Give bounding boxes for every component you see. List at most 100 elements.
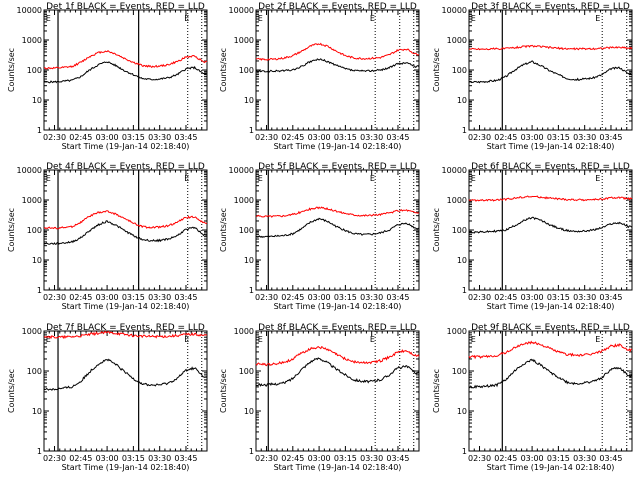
event-marker-label: E	[258, 335, 263, 344]
x-tick-label: 03:30	[573, 293, 596, 302]
axes-frame	[43, 330, 208, 452]
series-line-lld	[255, 345, 420, 367]
y-tick-label: 10000	[17, 6, 42, 15]
axes-frame	[255, 169, 420, 291]
y-tick-label: 10000	[229, 166, 254, 175]
y-tick-label: 1	[462, 286, 467, 295]
event-marker-label: E	[370, 14, 375, 23]
panel-det-5: Det 5f BLACK = Events, RED = LLD 1 10 100 10…	[219, 162, 420, 311]
panel-det-3: Det 3f BLACK = Events, RED = LLD 1 10 100 10…	[432, 2, 633, 151]
y-tick-label: 1	[37, 286, 42, 295]
y-tick-label: 10000	[229, 6, 254, 15]
x-tick-label: 03:00	[308, 454, 331, 463]
x-tick-label: 03:45	[599, 293, 622, 302]
series-line-lld	[468, 44, 633, 51]
y-tick-label: 100	[27, 226, 42, 235]
x-tick-label: 02:30	[468, 133, 491, 142]
x-tick-label: 03:00	[521, 133, 544, 142]
x-tick-label: 02:45	[281, 293, 304, 302]
y-tick-label: 1	[462, 126, 467, 135]
x-tick-label: 03:30	[148, 293, 171, 302]
panel-title: Det 2f BLACK = Events, RED = LLD	[258, 2, 417, 12]
x-tick-label: 03:30	[573, 133, 596, 142]
y-tick-label: 10	[244, 407, 254, 416]
x-axis-label: Start Time (19-Jan-14 02:18:40)	[274, 463, 402, 472]
x-tick-label: 03:30	[360, 133, 383, 142]
panel-det-6: Det 6f BLACK = Events, RED = LLD 1 10 100 10…	[432, 162, 633, 311]
x-tick-label: 03:00	[96, 293, 119, 302]
x-tick-label: 03:00	[96, 133, 119, 142]
y-tick-label: 100	[452, 66, 467, 75]
y-tick-label: 10	[457, 256, 467, 265]
x-tick-label: 03:15	[334, 133, 357, 142]
x-tick-label: 03:15	[547, 133, 570, 142]
y-tick-label: 10000	[17, 166, 42, 175]
x-tick-label: 03:45	[174, 293, 197, 302]
y-tick-label: 10	[244, 96, 254, 105]
axes-frame	[255, 9, 420, 131]
x-tick-label: 02:45	[494, 454, 517, 463]
event-marker-label: E	[258, 14, 263, 23]
event-marker-label: E	[595, 174, 600, 183]
y-tick-label: 1000	[234, 327, 254, 336]
x-tick-label: 02:45	[69, 454, 92, 463]
event-marker-label: E	[595, 14, 600, 23]
y-tick-label: 1	[462, 447, 467, 456]
y-tick-label: 1	[37, 447, 42, 456]
axes-frame	[468, 9, 633, 131]
y-tick-label: 100	[452, 367, 467, 376]
y-axis-label: Counts/sec	[7, 208, 16, 252]
x-tick-label: 02:45	[281, 454, 304, 463]
x-tick-label: 03:45	[599, 454, 622, 463]
y-tick-label: 10000	[442, 166, 467, 175]
panel-det-1: Det 1f BLACK = Events, RED = LLD 1 10 100 10…	[7, 2, 208, 151]
series-line-events	[468, 216, 633, 234]
x-tick-label: 02:30	[255, 293, 278, 302]
event-marker-label: E	[184, 174, 189, 183]
event-marker-label: E	[471, 174, 476, 183]
series-line-events	[468, 358, 633, 389]
y-tick-label: 1	[37, 126, 42, 135]
y-axis-label: Counts/sec	[432, 48, 441, 92]
y-tick-label: 1000	[22, 196, 42, 205]
x-tick-label: 03:15	[334, 293, 357, 302]
x-tick-label: 03:00	[308, 293, 331, 302]
x-tick-label: 03:15	[547, 293, 570, 302]
series-line-lld	[468, 340, 633, 360]
x-axis-label: Start Time (19-Jan-14 02:18:40)	[274, 142, 402, 151]
y-tick-label: 1000	[447, 36, 467, 45]
series-line-lld	[255, 42, 420, 61]
y-tick-label: 100	[239, 226, 254, 235]
y-tick-label: 10000	[442, 6, 467, 15]
y-axis-label: Counts/sec	[219, 369, 228, 413]
y-tick-label: 1	[249, 447, 254, 456]
x-axis-label: Start Time (19-Jan-14 02:18:40)	[62, 302, 190, 311]
x-tick-label: 02:30	[468, 454, 491, 463]
x-tick-label: 02:30	[255, 133, 278, 142]
axes-frame	[468, 169, 633, 291]
panel-det-8: Det 8f BLACK = Events, RED = LLD 1 10 100 10…	[219, 323, 420, 472]
y-axis-label: Counts/sec	[7, 369, 16, 413]
x-tick-label: 03:45	[386, 293, 409, 302]
event-marker-label: E	[370, 335, 375, 344]
x-tick-label: 03:00	[96, 454, 119, 463]
y-axis-label: Counts/sec	[432, 208, 441, 252]
y-tick-label: 10	[32, 256, 42, 265]
x-tick-label: 03:30	[573, 454, 596, 463]
event-marker-label: E	[184, 335, 189, 344]
panel-title: Det 1f BLACK = Events, RED = LLD	[46, 2, 205, 12]
panel-title: Det 7f BLACK = Events, RED = LLD	[46, 323, 205, 333]
y-tick-label: 100	[452, 226, 467, 235]
y-tick-label: 1	[249, 126, 254, 135]
y-tick-label: 1000	[234, 36, 254, 45]
series-line-events	[468, 60, 633, 84]
x-tick-label: 02:30	[43, 293, 66, 302]
y-tick-label: 10	[457, 96, 467, 105]
event-marker-label: E	[184, 14, 189, 23]
x-tick-label: 02:45	[69, 293, 92, 302]
panel-title: Det 8f BLACK = Events, RED = LLD	[258, 323, 417, 333]
x-tick-label: 02:30	[255, 454, 278, 463]
x-axis-label: Start Time (19-Jan-14 02:18:40)	[487, 463, 615, 472]
